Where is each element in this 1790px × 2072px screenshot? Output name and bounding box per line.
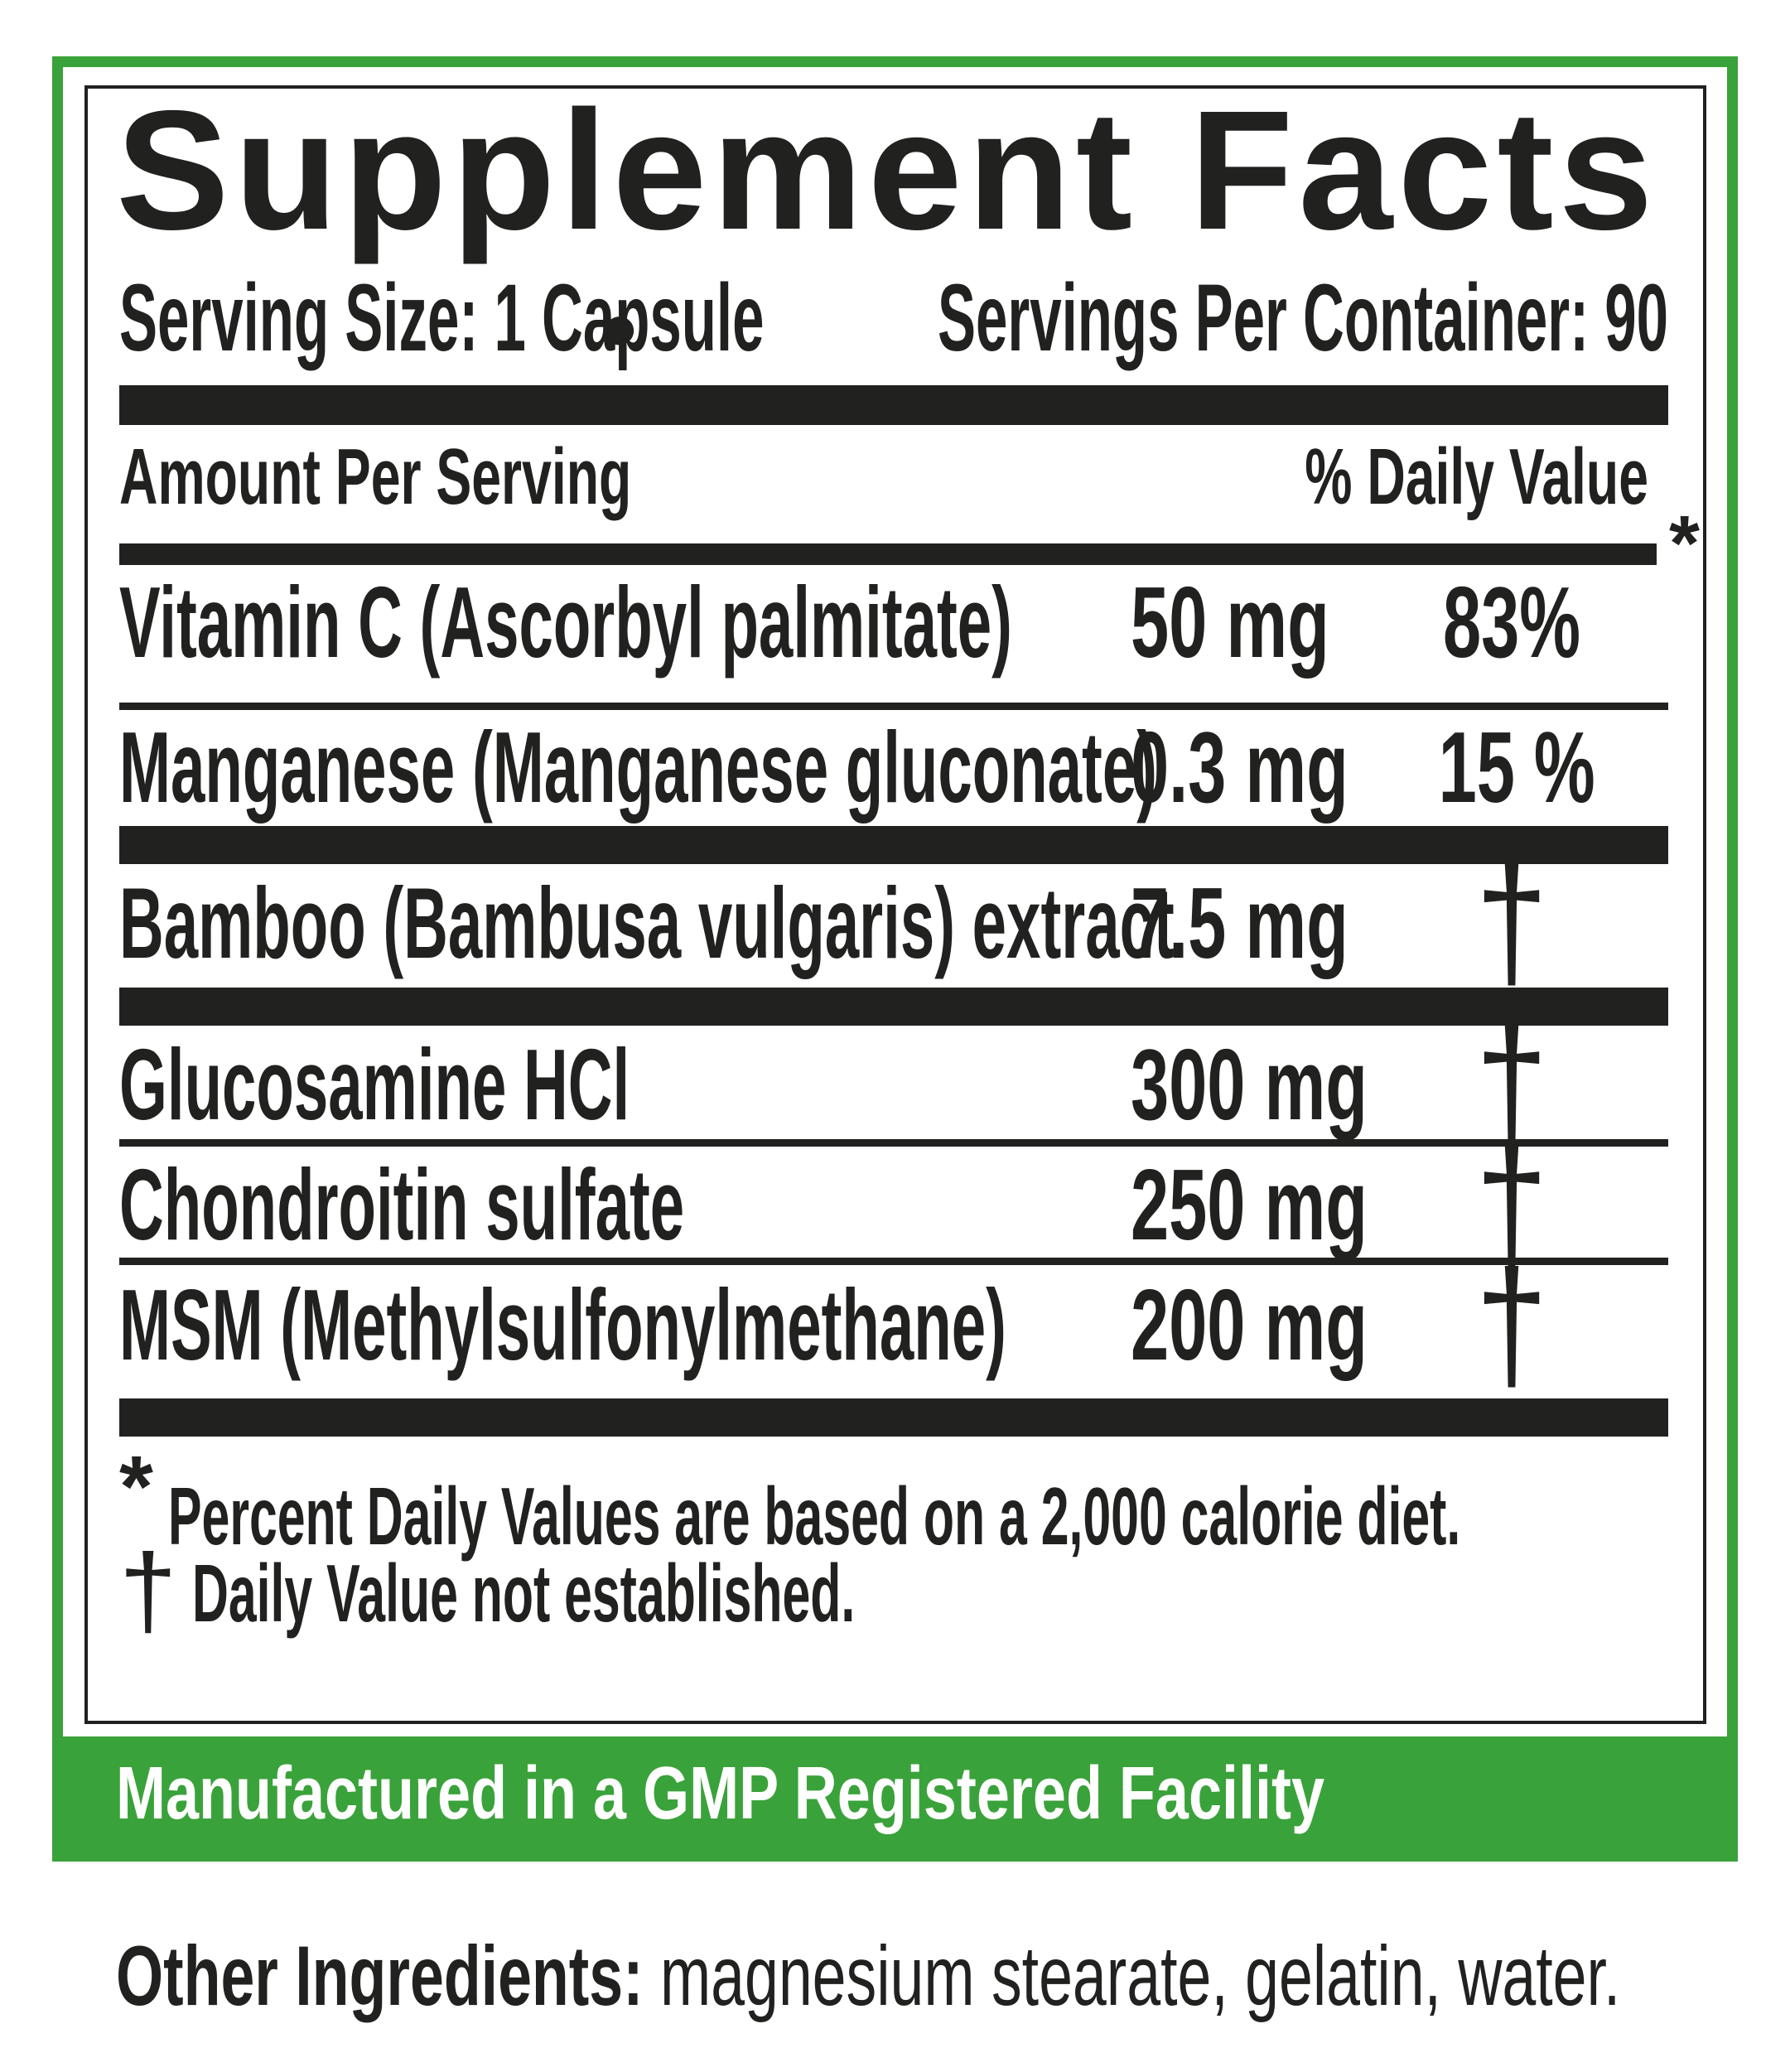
footnote-text: Daily Value not established. (191, 1547, 855, 1639)
footnote-daily-value-not-established: † Daily Value not established. (119, 1533, 1668, 1649)
table-header-row: Amount Per Serving % Daily Value (119, 432, 1668, 523)
ingredient-amount: 200 mg (1131, 1268, 1368, 1381)
footnote-text: Percent Daily Values are based on a 2,00… (167, 1470, 1461, 1562)
ingredient-name: MSM (Methylsulfonylmethane) (119, 1268, 1006, 1381)
thin-divider (119, 1258, 1668, 1265)
table-row: Manganese (Manganese gluconate) 0.3 mg 1… (119, 712, 1668, 823)
thick-divider (119, 988, 1668, 1026)
serving-info-line: Serving Size: 1 Capsule • Servings Per C… (119, 264, 1668, 384)
thin-divider (119, 703, 1668, 710)
table-row: Bamboo (Bambusa vulgaris) extract 7.5 mg… (119, 838, 1668, 1008)
ingredient-amount: 300 mg (1131, 1028, 1368, 1141)
ingredient-name: Manganese (Manganese gluconate) (119, 711, 1158, 823)
other-ingredients-text: magnesium stearate, gelatin, water. (643, 1929, 1621, 2023)
daily-value-header: % Daily Value (1305, 432, 1648, 521)
dagger-icon: † (1475, 838, 1548, 1008)
table-row: MSM (Methylsulfonylmethane) 200 mg † (119, 1239, 1668, 1410)
asterisk-icon: * (119, 1438, 153, 1535)
supplement-facts-panel: Supplement Facts Serving Size: 1 Capsule… (84, 77, 1706, 1724)
thick-divider (119, 1398, 1668, 1437)
ingredient-amount: 0.3 mg (1131, 711, 1349, 823)
ingredient-name: Vitamin C (Ascorbyl palmitate) (119, 566, 1012, 679)
daily-value-asterisk: * (1669, 500, 1700, 587)
table-row: Vitamin C (Ascorbyl palmitate) 50 mg 83% (119, 567, 1668, 679)
panel-title: Supplement Facts (116, 75, 1658, 265)
bullet-separator-icon: • (602, 274, 638, 385)
gmp-banner: Manufactured in a GMP Registered Facilit… (63, 1736, 1727, 1851)
thick-divider (119, 385, 1668, 425)
medium-divider (119, 543, 1657, 565)
table-row: Glucosamine HCl 300 mg † (119, 999, 1668, 1170)
table-row: Chondroitin sulfate 250 mg † (119, 1119, 1668, 1290)
servings-per-container: Servings Per Container: 90 (938, 265, 1668, 371)
other-ingredients-line: Other Ingredients: magnesium stearate, g… (116, 1926, 1790, 2026)
dagger-icon: † (1475, 1239, 1548, 1410)
green-label-frame: Supplement Facts Serving Size: 1 Capsule… (52, 56, 1738, 1862)
ingredient-daily-value: 83% (1442, 566, 1581, 679)
dagger-icon: † (119, 1533, 177, 1649)
amount-per-serving-header: Amount Per Serving (119, 432, 632, 521)
dagger-icon: † (1475, 999, 1548, 1170)
ingredient-name: Chondroitin sulfate (119, 1148, 685, 1261)
ingredient-amount: 7.5 mg (1131, 867, 1349, 979)
serving-size: Serving Size: 1 Capsule (119, 265, 765, 371)
ingredient-amount: 50 mg (1131, 566, 1329, 679)
gmp-banner-text: Manufactured in a GMP Registered Facilit… (116, 1751, 1325, 1835)
footnote-daily-values: * Percent Daily Values are based on a 2,0… (119, 1437, 1668, 1566)
thick-divider (119, 826, 1668, 864)
thin-divider (119, 1139, 1668, 1147)
dagger-icon: † (1475, 1119, 1548, 1290)
ingredient-name: Bamboo (Bambusa vulgaris) extract (119, 867, 1175, 979)
other-ingredients-label: Other Ingredients: (116, 1929, 644, 2023)
ingredient-name: Glucosamine HCl (119, 1028, 630, 1141)
ingredient-daily-value: 15 % (1438, 711, 1595, 823)
ingredient-amount: 250 mg (1131, 1148, 1368, 1261)
